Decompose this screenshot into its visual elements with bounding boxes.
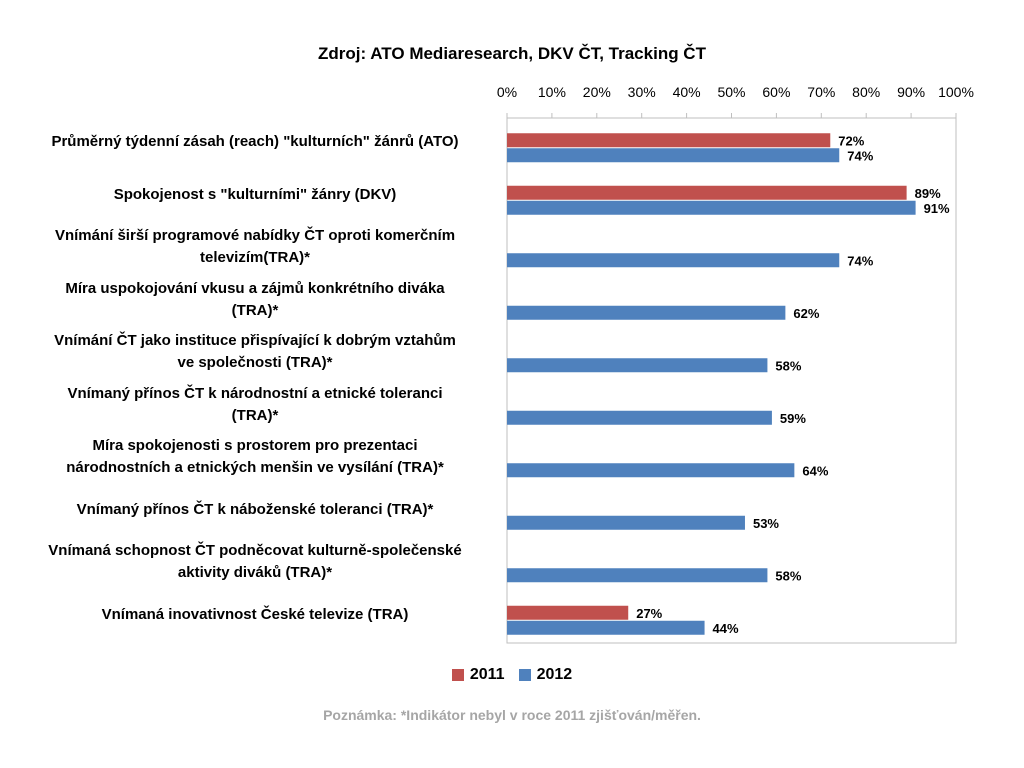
category-label: Vnímaný přínos ČT k národnostní a etnick… [20,383,490,427]
x-tick-label: 20% [583,84,611,100]
category-label-line: Vnímaná inovativnost České televize (TRA… [101,605,409,623]
data-label-2011: 89% [915,186,941,201]
legend-label-2012: 2012 [536,666,573,683]
category-label: Míra spokojenosti s prostorem pro prezen… [20,435,490,479]
category-label-line: Vnímaný přínos ČT k národnostní a etnick… [67,384,443,402]
category-label-line: televizím(TRA)* [199,249,311,267]
data-label-2012: 53% [753,516,779,531]
category-label: Vnímaný přínos ČT k náboženské toleranci… [20,499,490,521]
category-label-line: (TRA)* [231,301,279,319]
data-label-2012: 59% [780,411,806,426]
x-tick-label: 80% [852,84,880,100]
x-tick-label: 70% [807,84,835,100]
legend-label-2011: 2011 [469,666,505,683]
data-label-2012: 58% [775,358,801,373]
category-label-line: ve společnosti (TRA)* [177,354,333,372]
category-label-line: Průměrný týdenní zásah (reach) "kulturní… [51,133,459,151]
bar-2012 [507,410,772,425]
footnote: Poznámka: *Indikátor nebyl v roce 2011 z… [323,707,701,723]
category-label-line: aktivity diváků (TRA)* [177,564,333,582]
bar-2012 [507,515,745,530]
bar-2012 [507,305,786,320]
data-label-2012: 74% [847,253,873,268]
bar-2011 [507,185,907,200]
category-label-line: (TRA)* [231,406,279,424]
bar-2012 [507,568,768,583]
category-label: Vnímání širší programové nabídky ČT opro… [20,225,490,269]
bar-2012 [507,358,768,373]
category-label-line: Vnímaná schopnost ČT podněcovat kulturně… [48,542,462,560]
bar-2012 [507,148,840,163]
data-label-2011: 27% [636,606,662,621]
bar-2011 [507,133,831,148]
bar-2012 [507,620,705,635]
category-label-line: Míra uspokojování vkusu a zájmů konkrétn… [65,279,445,297]
x-tick-label: 60% [762,84,790,100]
category-label: Spokojenost s "kulturními" žánry (DKV) [20,184,490,206]
bar-2012 [507,463,795,478]
data-label-2012: 58% [775,568,801,583]
x-tick-label: 30% [628,84,656,100]
chart-title: Zdroj: ATO Mediaresearch, DKV ČT, Tracki… [318,44,706,63]
category-label: Průměrný týdenní zásah (reach) "kulturní… [20,131,490,153]
data-label-2012: 62% [793,306,819,321]
bar-2012 [507,200,916,215]
data-label-2012: 74% [847,148,873,163]
category-label: Vnímání ČT jako instituce přispívající k… [20,330,490,374]
x-tick-label: 40% [673,84,701,100]
x-tick-label: 0% [497,84,517,100]
data-label-2012: 64% [802,463,828,478]
x-tick-label: 90% [897,84,925,100]
category-label-line: Vnímání širší programové nabídky ČT opro… [54,227,456,245]
x-tick-label: 100% [938,84,974,100]
category-label-line: Vnímaný přínos ČT k náboženské toleranci… [76,500,434,518]
data-label-2011: 72% [838,133,864,148]
legend-item-2012: 2012 [518,666,573,684]
data-label-2012: 91% [924,201,950,216]
x-tick-label: 10% [538,84,566,100]
x-tick-label: 50% [717,84,745,100]
category-label-line: Spokojenost s "kulturními" žánry (DKV) [113,185,397,203]
legend-swatch-2011 [451,669,464,681]
legend: 2011 2012 [0,666,1024,684]
bar-2011 [507,605,629,620]
category-label: Vnímaná inovativnost České televize (TRA… [20,604,490,626]
legend-item-2011: 2011 [451,666,505,684]
legend-swatch-2012 [518,669,531,681]
category-label: Vnímaná schopnost ČT podněcovat kulturně… [20,540,490,584]
category-label-line: Vnímání ČT jako instituce přispívající k… [54,332,456,350]
category-label-line: národnostních a etnických menšin ve vysí… [66,459,444,477]
data-label-2012: 44% [713,621,739,636]
category-label: Míra uspokojování vkusu a zájmů konkrétn… [20,278,490,322]
bar-2012 [507,253,840,268]
category-label-line: Míra spokojenosti s prostorem pro prezen… [92,437,418,455]
